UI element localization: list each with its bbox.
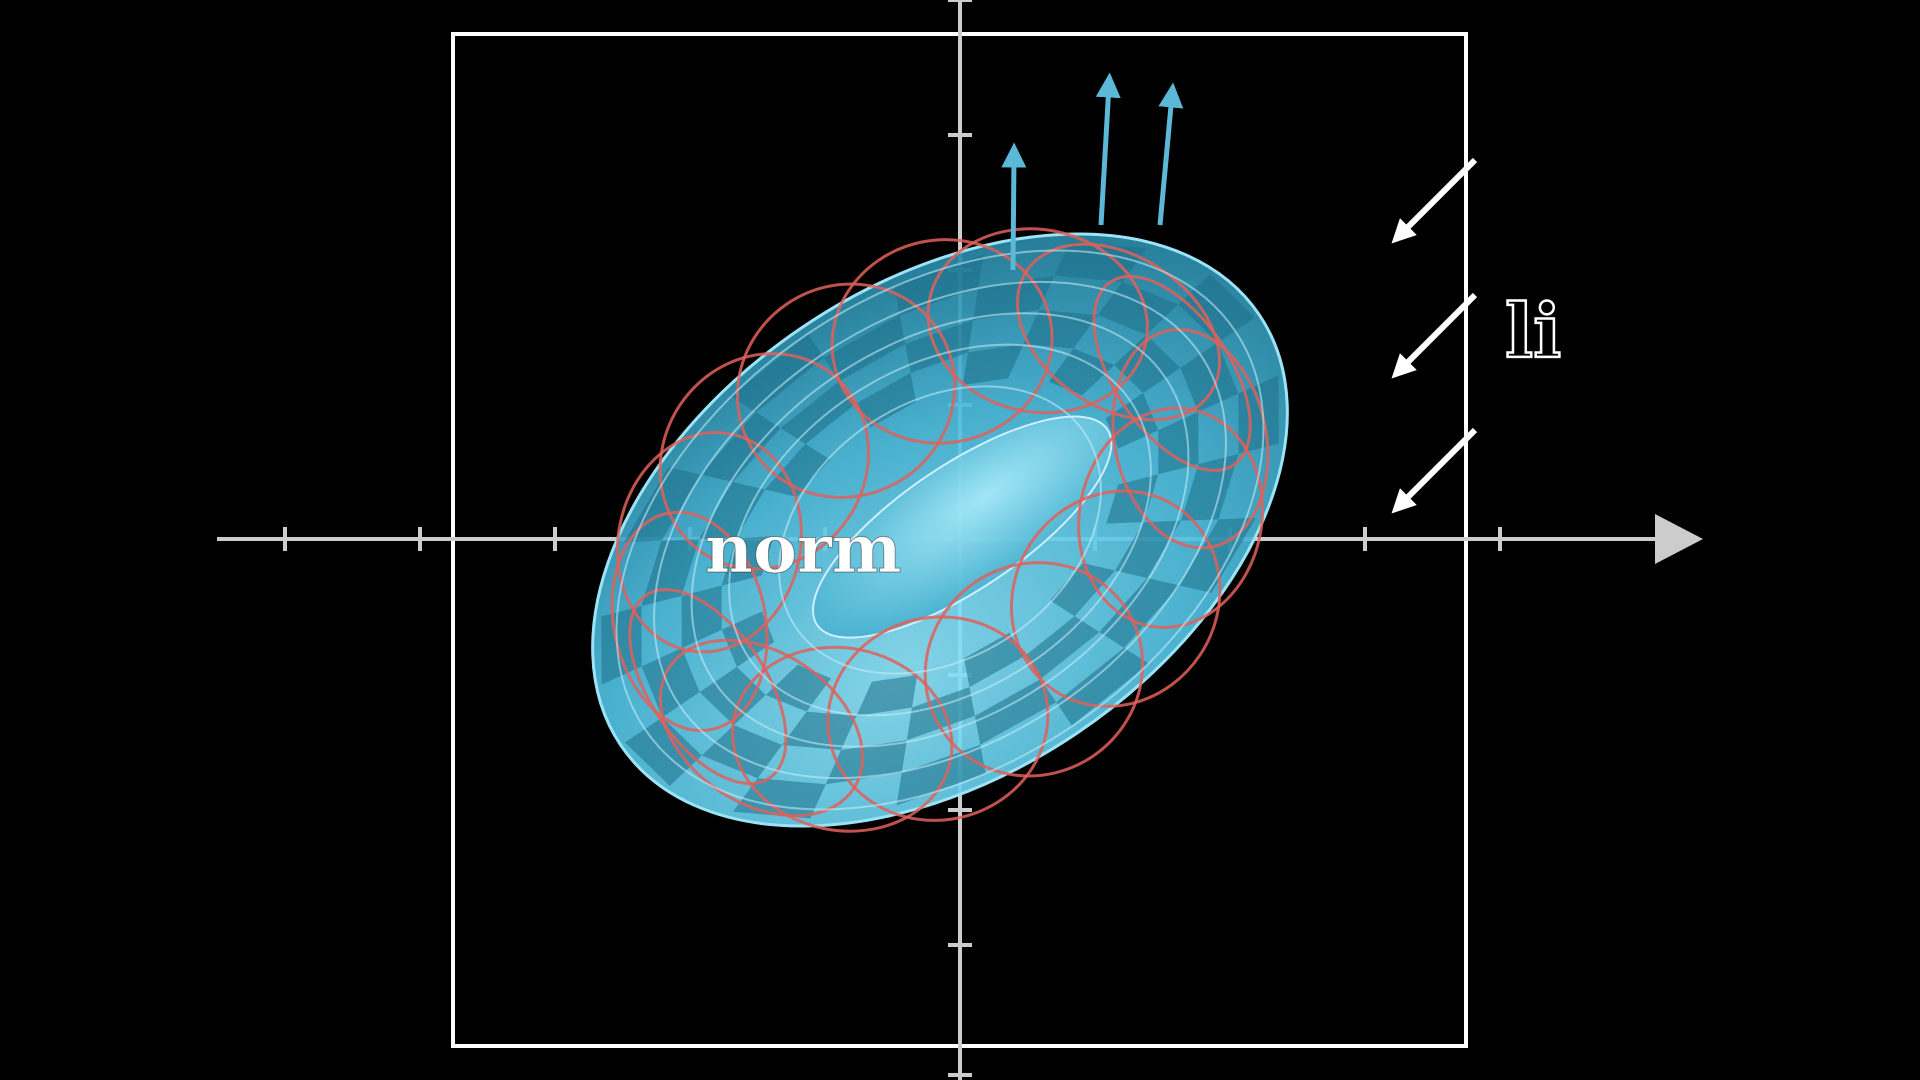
torus-panel bbox=[856, 674, 918, 716]
torus-panel bbox=[1180, 342, 1239, 412]
torus-panel bbox=[700, 412, 781, 483]
torus-panel bbox=[780, 380, 856, 444]
torus-meridian-12 bbox=[658, 352, 871, 571]
torus-meridian-4 bbox=[1009, 489, 1222, 708]
torus-meridian-14 bbox=[830, 238, 1054, 445]
light-label: li bbox=[1505, 289, 1561, 375]
torus-meridian-1 bbox=[1092, 274, 1252, 472]
torus-meridian-8 bbox=[658, 638, 865, 818]
normal-vector-3 bbox=[1157, 82, 1184, 226]
torus-parallels bbox=[615, 249, 1265, 811]
torus-meridian-9 bbox=[628, 588, 788, 786]
light-ray-2 bbox=[1391, 292, 1478, 379]
torus-meridians bbox=[610, 227, 1270, 833]
torus-panel bbox=[973, 275, 1055, 320]
torus-meridian-15 bbox=[926, 227, 1149, 415]
torus-panel bbox=[701, 725, 783, 779]
torus-hole bbox=[812, 415, 1113, 639]
torus-panel bbox=[764, 443, 831, 497]
torus-panel bbox=[765, 664, 832, 712]
torus-panel bbox=[1048, 348, 1115, 396]
torus-panel bbox=[1049, 563, 1116, 617]
torus-panel bbox=[962, 344, 1024, 386]
light-ray-3 bbox=[1391, 427, 1478, 514]
torus-meridian-6 bbox=[826, 615, 1050, 822]
torus-meridian-5 bbox=[923, 561, 1145, 778]
torus-panel bbox=[896, 744, 986, 806]
torus-parallel-5 bbox=[615, 249, 1265, 811]
torus-meridian-2 bbox=[1111, 328, 1270, 550]
torus-parallel-3 bbox=[690, 312, 1190, 748]
light-rays bbox=[1391, 157, 1478, 514]
torus-panel bbox=[699, 667, 766, 726]
torus-parallel-1 bbox=[778, 385, 1102, 675]
torus-panel bbox=[974, 679, 1057, 745]
torus-panel bbox=[1056, 647, 1149, 726]
x-axis-arrowhead bbox=[1655, 514, 1703, 564]
normal-vector-2 bbox=[1095, 72, 1121, 226]
normal-vectors bbox=[1001, 72, 1184, 271]
torus-panel bbox=[825, 740, 907, 785]
torus-panel bbox=[855, 372, 916, 428]
torus-panel bbox=[731, 334, 824, 413]
torus-parallel-4 bbox=[653, 280, 1227, 780]
torus-panel bbox=[1024, 616, 1100, 680]
torus-parallel-2 bbox=[728, 343, 1152, 717]
torus bbox=[591, 227, 1289, 833]
torus-meridian-16 bbox=[1015, 242, 1222, 422]
torus-panels bbox=[601, 241, 1279, 819]
torus-panel bbox=[964, 632, 1025, 688]
torus-panel bbox=[894, 254, 984, 316]
torus-meridian-13 bbox=[735, 282, 957, 499]
torus-panel bbox=[1099, 577, 1180, 648]
light-ray-1 bbox=[1391, 157, 1478, 244]
torus-panel bbox=[823, 315, 906, 381]
normal-vector-1 bbox=[1001, 142, 1027, 271]
torus-panel bbox=[641, 648, 700, 718]
torus-meridian-10 bbox=[610, 510, 769, 732]
torus-panel bbox=[1097, 281, 1179, 335]
normal-label: norm bbox=[705, 510, 902, 588]
torus-panel bbox=[1114, 334, 1181, 393]
